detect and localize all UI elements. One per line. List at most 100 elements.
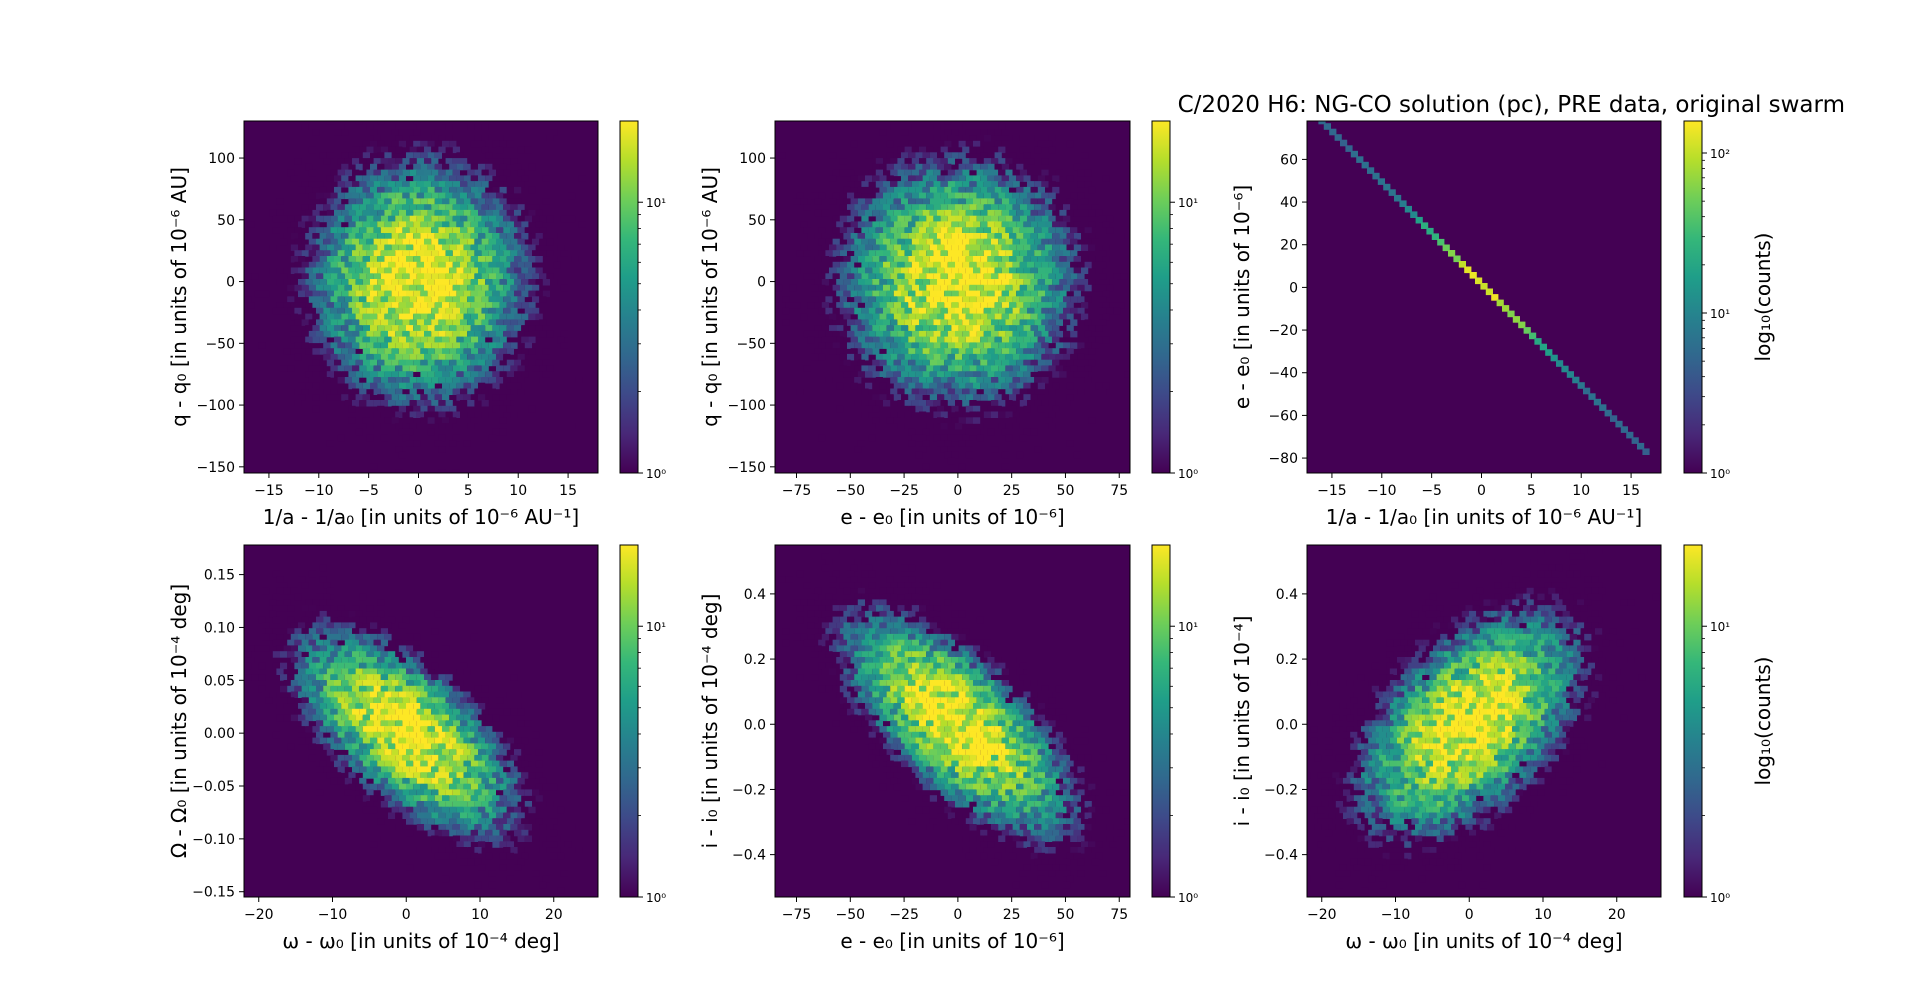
hexbin-cell — [373, 342, 381, 349]
hexbin-cell — [857, 186, 865, 194]
hexbin-cell — [283, 714, 291, 722]
hexbin-cell — [373, 146, 381, 154]
hexbin-cell — [843, 633, 851, 641]
hexbin-cell — [872, 175, 880, 182]
hexbin-cell — [1009, 302, 1017, 309]
hexbin-cell — [370, 795, 378, 802]
hexbin-cell — [1027, 697, 1035, 704]
hexbin-cell — [962, 697, 970, 704]
hexbin-cell — [875, 674, 883, 681]
hexbin-cell — [1084, 365, 1092, 372]
hexbin-cell — [1131, 337, 1138, 344]
hexbin-cell — [276, 576, 284, 583]
hexbin-cell — [890, 330, 898, 338]
hexbin-cell — [485, 806, 493, 814]
hexbin-cell — [413, 405, 421, 413]
hexbin-cell — [915, 622, 923, 629]
hexbin-cell — [359, 250, 367, 257]
hexbin-cell — [510, 388, 518, 395]
hexbin-cell — [395, 192, 403, 200]
hexbin-cell — [409, 365, 417, 372]
hexbin-cell — [821, 633, 829, 641]
hexbin-cell — [463, 737, 471, 745]
hexbin-cell — [836, 221, 844, 228]
hexbin-cell — [341, 129, 349, 136]
hexbin-cell — [973, 313, 981, 321]
hexbin-cell — [1027, 227, 1035, 234]
hexbin-cell — [474, 847, 482, 854]
hexbin-cell — [424, 296, 432, 303]
hexbin-cell — [467, 824, 475, 831]
hexbin-cell — [438, 330, 446, 338]
hexbin-cell — [886, 633, 894, 641]
hexbin-cell — [539, 881, 547, 889]
hexbin-cell — [976, 411, 984, 418]
hexbin-cell — [911, 400, 919, 407]
hexbin-cell — [434, 267, 442, 274]
hexbin-cell — [470, 221, 478, 228]
hexbin-cell — [915, 680, 923, 687]
hexbin-cell — [825, 238, 833, 246]
hexbin-cell — [316, 215, 324, 223]
hexbin-cell — [1019, 365, 1027, 372]
hexbin-cell — [488, 731, 496, 739]
hexbin-cell — [370, 737, 378, 745]
hexbin-cell — [1099, 273, 1107, 280]
hexbin-cell — [528, 302, 536, 309]
hexbin-cell — [506, 325, 514, 332]
hexbin-cell — [998, 330, 1006, 338]
hexbin-cell — [803, 639, 811, 647]
hexbin-cell — [1055, 307, 1063, 315]
hexbin-cell — [398, 371, 406, 378]
hexbin-cell — [499, 175, 507, 182]
hexbin-cell — [904, 651, 912, 658]
hexbin-cell — [395, 662, 403, 670]
plot-frame — [243, 544, 599, 898]
hexbin-cell — [987, 359, 995, 367]
hexbin-cell — [488, 123, 496, 130]
hexbin-cell — [395, 812, 403, 819]
hexbin-cell — [937, 668, 945, 675]
hexbin-cell — [919, 273, 927, 280]
hexbin-cell — [362, 302, 370, 309]
hexbin-cell — [1066, 382, 1074, 390]
hexbin-cell — [503, 777, 511, 785]
hexbin-cell — [460, 365, 468, 372]
hexbin-cell — [922, 382, 930, 390]
hexbin-cell — [424, 365, 432, 372]
hexbin-cell — [380, 250, 388, 257]
hexbin-cell — [836, 405, 844, 413]
hexbin-cell — [965, 371, 973, 378]
hexbin-cell — [915, 175, 923, 182]
hexbin-cell — [875, 307, 883, 315]
hexbin-cell — [395, 754, 403, 762]
hexbin-cell — [973, 198, 981, 205]
hexbin-cell — [496, 146, 504, 154]
hexbin-cell — [528, 186, 536, 194]
hexbin-cell — [1034, 319, 1042, 326]
hexbin-cell — [503, 319, 511, 326]
hexbin-cell — [442, 279, 450, 286]
hexbin-cell — [915, 221, 923, 228]
hexbin-cell — [438, 296, 446, 303]
hexbin-cell — [1034, 342, 1042, 349]
hexbin-cell — [886, 244, 894, 251]
hexbin-cell — [348, 382, 356, 390]
hexbin-cell — [944, 302, 952, 309]
hexbin-cell — [517, 169, 525, 177]
hexbin-cell — [539, 227, 547, 234]
hexbin-cell — [883, 273, 891, 280]
hexbin-cell — [973, 348, 981, 355]
hexbin-cell — [1055, 250, 1063, 257]
hexbin-cell — [1055, 353, 1063, 361]
hexbin-cell — [294, 662, 302, 670]
hexbin-cell — [539, 273, 547, 280]
hexbin-cell — [416, 227, 424, 234]
hexbin-cell — [962, 169, 970, 177]
hexbin-cell — [449, 760, 457, 768]
hexbin-cell — [919, 319, 927, 326]
hexbin-cell — [478, 302, 486, 309]
hexbin-cell — [872, 313, 880, 321]
hexbin-cell — [344, 353, 352, 361]
hexbin-cell — [388, 296, 396, 303]
